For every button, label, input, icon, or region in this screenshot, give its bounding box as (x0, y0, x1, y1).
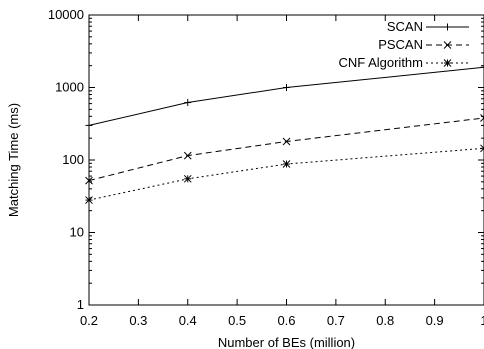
data-point-pscan-2 (183, 151, 192, 160)
plot-frame-layer (88, 14, 484, 306)
legend-item-scan: SCAN (387, 19, 469, 34)
legend-layer: SCAN PSCAN CNF Algorithm (338, 19, 469, 70)
x-axis-tick-label: 0.7 (327, 313, 345, 328)
ticks-layer: 0.2 0.3 0.4 0.5 0.6 0.7 0.8 0.9 1 1 10 100 1000 10000 (48, 7, 484, 328)
y-axis-tick-label: 10 (70, 225, 84, 240)
data-point-scan-3 (283, 84, 290, 91)
data-point-pscan-4 (480, 114, 484, 122)
series-scan (85, 63, 484, 129)
series-line-cnf-algorithm (88, 147, 484, 201)
legend-label-pscan: PSCAN (378, 37, 423, 52)
data-point-scan-1 (85, 121, 93, 129)
plot-area-border (88, 14, 484, 306)
x-axis-tick-label: 1 (480, 313, 484, 328)
series-pscan (85, 114, 484, 185)
data-point-cnf-algorithm-4 (480, 144, 484, 153)
y-axis-tick-label: 1 (77, 297, 84, 312)
y-axis-tick-label: 10000 (48, 7, 84, 22)
x-axis-tick-label: 0.3 (129, 313, 147, 328)
legend-label-scan: SCAN (387, 19, 423, 34)
data-point-cnf-algorithm-1 (85, 196, 93, 204)
legend-item-pscan: PSCAN (378, 37, 469, 52)
legend-label-cnf-algorithm: CNF Algorithm (338, 55, 423, 70)
x-axis-tick-label: 0.5 (228, 313, 246, 328)
y-axis-label: Matching Time (ms) (6, 103, 21, 217)
data-point-scan-4 (480, 63, 484, 71)
y-axis-tick-label: 100 (62, 152, 84, 167)
x-axis-tick-label: 0.4 (179, 313, 197, 328)
data-point-cnf-algorithm-2 (183, 174, 192, 183)
legend-marker-pscan (443, 41, 452, 49)
data-point-scan-2 (184, 99, 192, 107)
series-line-pscan (88, 117, 484, 182)
x-axis-tick-label: 0.2 (80, 313, 98, 328)
data-point-pscan-1 (85, 176, 93, 185)
x-axis-label: Number of BEs (million) (218, 335, 355, 349)
x-axis-tick-label: 0.9 (426, 313, 444, 328)
legend-marker-scan (444, 23, 451, 31)
y-axis-tick-label: 1000 (55, 80, 84, 95)
legend-marker-cnf-algorithm (443, 59, 452, 67)
legend-item-cnf-algorithm: CNF Algorithm (338, 55, 469, 70)
data-point-cnf-algorithm-3 (282, 160, 291, 168)
series-line-scan (88, 66, 484, 126)
series-layer (85, 63, 484, 204)
x-axis-tick-label: 0.6 (277, 313, 295, 328)
series-cnf-algorithm (85, 144, 484, 204)
x-axis-tick-label: 0.8 (376, 313, 394, 328)
data-point-pscan-3 (282, 137, 291, 146)
labels-layer: Number of BEs (million) Matching Time (ms… (6, 103, 355, 349)
